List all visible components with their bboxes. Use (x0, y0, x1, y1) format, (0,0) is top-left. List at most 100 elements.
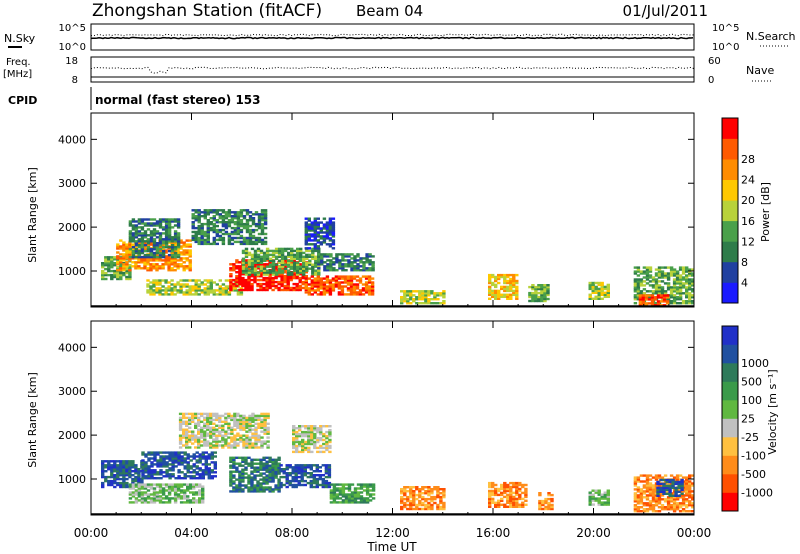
power-data-cell (185, 279, 189, 282)
velocity-data-cell (201, 501, 205, 504)
velocity-data-cell (409, 503, 413, 507)
power-data-cell (128, 257, 132, 260)
power-data-cell (672, 278, 677, 281)
power-data-cell (176, 289, 180, 292)
velocity-data-cell (335, 501, 340, 504)
power-data-cell (215, 289, 219, 292)
power-data-cell (280, 271, 285, 274)
power-data-cell (221, 211, 226, 214)
velocity-data-cell (179, 501, 184, 504)
power-data-cell (128, 264, 132, 267)
velocity-data-cell (678, 502, 683, 505)
power-data-cell (155, 255, 160, 259)
power-data-cell (134, 230, 139, 233)
velocity-data-cell (648, 494, 653, 497)
velocity-data-cell (325, 446, 329, 450)
velocity-data-cell (250, 472, 254, 475)
velocity-data-cell (642, 480, 647, 483)
velocity-data-cell (259, 474, 263, 477)
velocity-data-cell (244, 476, 248, 479)
velocity-data-cell (509, 491, 513, 495)
velocity-data-cell (292, 444, 296, 448)
velocity-data-cell (433, 497, 437, 501)
power-data-cell (311, 269, 315, 272)
power-data-cell (134, 220, 139, 223)
power-data-cell (238, 276, 242, 280)
power-data-cell (233, 236, 238, 240)
velocity-data-cell (544, 507, 548, 511)
velocity-data-cell (300, 483, 304, 487)
velocity-data-cell (113, 466, 117, 469)
power-data-cell (260, 209, 265, 212)
power-data-cell (265, 286, 269, 290)
power-data-cell (259, 269, 264, 272)
power-data-cell (140, 220, 145, 223)
power-data-cell (164, 224, 169, 227)
velocity-data-cell (195, 471, 199, 474)
velocity-data-cell (325, 448, 329, 452)
velocity-data-cell (310, 429, 314, 432)
nsearch-series-line (91, 33, 695, 37)
power-data-cell (307, 233, 311, 236)
velocity-data-cell (316, 450, 320, 454)
velocity-data-cell (110, 483, 114, 487)
power-data-cell (326, 263, 330, 266)
velocity-data-cell (173, 485, 178, 488)
velocity-data-cell (491, 483, 495, 487)
power-data-cell (170, 226, 175, 229)
velocity-data-cell (678, 510, 683, 513)
velocity-data-cell (645, 490, 650, 493)
velocity-data-cell (500, 485, 504, 489)
power-data-cell (179, 291, 183, 294)
power-data-cell (688, 274, 692, 277)
nave-tick-top: 60 (708, 56, 721, 67)
velocity-data-cell (194, 424, 198, 427)
power-data-cell (197, 215, 201, 218)
velocity-data-cell (654, 476, 659, 479)
power-data-cell (328, 239, 333, 242)
velocity-data-cell (189, 499, 193, 502)
velocity-data-cell (244, 466, 248, 469)
velocity-data-cell (230, 446, 234, 449)
power-data-cell (639, 284, 644, 287)
power-data-cell (248, 242, 253, 246)
velocity-data-cell (295, 444, 299, 448)
power-data-cell (290, 249, 294, 253)
power-data-cell (678, 302, 683, 305)
velocity-data-cell (327, 485, 332, 489)
power-data-cell (244, 271, 249, 274)
power-data-cell (299, 267, 303, 270)
power-data-cell (543, 299, 547, 303)
power-data-cell (307, 293, 311, 296)
power-data-cell (356, 267, 360, 270)
velocity-data-cell (685, 480, 689, 483)
power-data-cell (329, 265, 333, 268)
velocity-data-cell (230, 418, 234, 422)
power-data-cell (173, 241, 177, 244)
velocity-data-cell (657, 474, 662, 477)
power-data-cell (155, 257, 159, 260)
power-data-cell (110, 262, 114, 265)
power-data-cell (116, 271, 120, 275)
power-data-cell (691, 300, 695, 303)
velocity-data-cell (668, 486, 672, 490)
velocity-data-cell (144, 461, 148, 464)
velocity-data-cell (141, 471, 145, 474)
velocity-data-cell (633, 476, 638, 479)
power-data-cell (158, 267, 162, 270)
velocity-data-cell (156, 477, 160, 480)
velocity-data-cell (201, 485, 205, 488)
velocity-data-cell (189, 485, 193, 488)
velocity-data-cell (232, 466, 236, 469)
velocity-data-cell (213, 467, 217, 470)
velocity-data-cell (636, 498, 641, 501)
power-data-cell (209, 222, 213, 226)
velocity-data-cell (297, 466, 301, 469)
velocity-data-cell (213, 465, 217, 468)
power-data-cell (131, 247, 135, 250)
velocity-data-cell (277, 488, 281, 491)
power-data-cell (221, 289, 226, 292)
power-y-tick-label: 4000 (58, 133, 86, 146)
velocity-data-cell (248, 442, 252, 445)
velocity-data-cell (500, 491, 504, 495)
